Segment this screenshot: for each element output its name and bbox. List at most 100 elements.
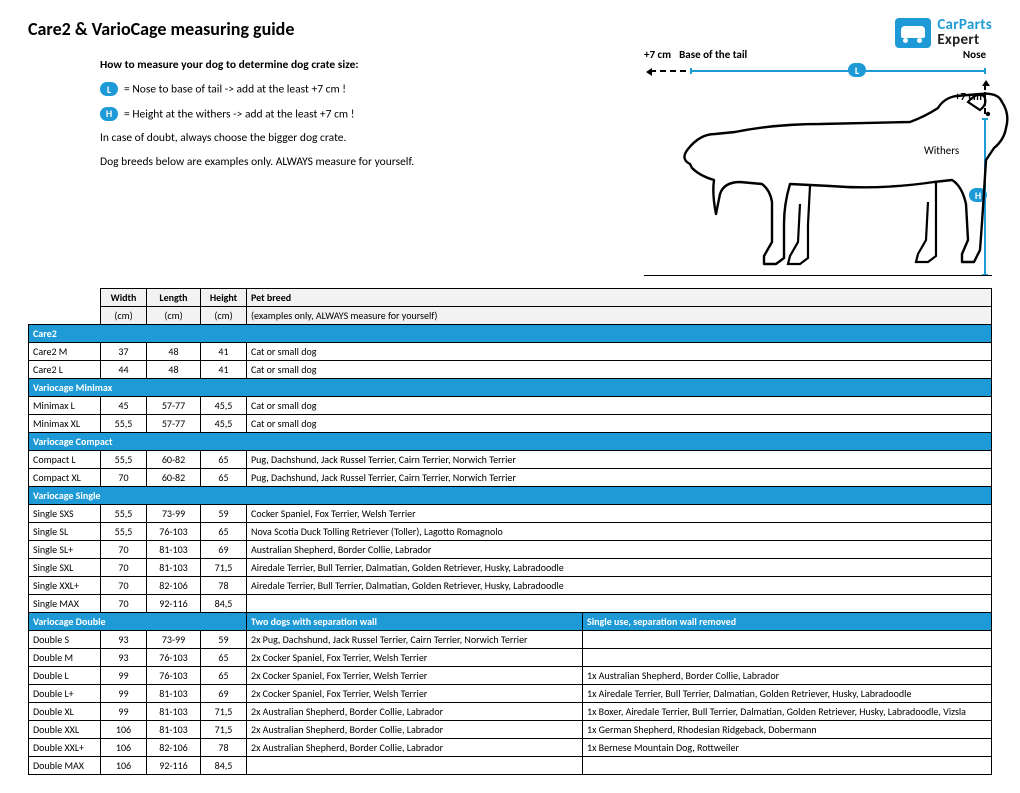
cell-breed: Airedale Terrier, Bull Terrier, Dalmatia… (247, 559, 992, 577)
cell-breed: 2x Cocker Spaniel, Fox Terrier, Welsh Te… (247, 667, 583, 685)
cell-single: 1x Boxer, Airedale Terrier, Bull Terrier… (583, 703, 992, 721)
cell-name: Double L+ (29, 685, 101, 703)
cell-single: 1x Airedale Terrier, Bull Terrier, Dalma… (583, 685, 992, 703)
intro-text: How to measure your dog to determine dog… (100, 58, 620, 179)
cell-length: 81-103 (147, 559, 201, 577)
section-header: Variocage Single (29, 487, 992, 505)
cell-length: 81-103 (147, 703, 201, 721)
cell-name: Double XL (29, 703, 101, 721)
table-row: Double MAX10692-11684,5 (29, 757, 992, 775)
howto-heading: How to measure your dog to determine dog… (100, 58, 620, 72)
cell-height: 65 (201, 469, 247, 487)
cell-height: 65 (201, 523, 247, 541)
doubt-note: In case of doubt, always choose the bigg… (100, 131, 620, 145)
col-height: Height (201, 289, 247, 307)
cell-width: 93 (101, 649, 147, 667)
cell-name: Single MAX (29, 595, 101, 613)
table-row: Compact XL7060-8265Pug, Dachshund, Jack … (29, 469, 992, 487)
table-row: Single SL55,576-10365Nova Scotia Duck To… (29, 523, 992, 541)
col-breed: Pet breed (247, 289, 992, 307)
cell-length: 92-116 (147, 757, 201, 775)
cell-name: Single XXL+ (29, 577, 101, 595)
table-row: Minimax L4557-7745,5Cat or small dog (29, 397, 992, 415)
cell-name: Double XXL+ (29, 739, 101, 757)
cell-width: 106 (101, 721, 147, 739)
cell-height: 41 (201, 343, 247, 361)
cell-length: 76-103 (147, 649, 201, 667)
cell-breed (247, 595, 992, 613)
table-row: Double XXL10681-10371,52x Australian She… (29, 721, 992, 739)
col-height-unit: (cm) (201, 307, 247, 325)
cell-height: 71,5 (201, 559, 247, 577)
cell-name: Double S (29, 631, 101, 649)
cell-breed: 2x Australian Shepherd, Border Collie, L… (247, 703, 583, 721)
cell-breed: Australian Shepherd, Border Collie, Labr… (247, 541, 992, 559)
cell-breed: 2x Australian Shepherd, Border Collie, L… (247, 721, 583, 739)
page-title: Care2 & VarioCage measuring guide (28, 18, 294, 40)
dash-arrow-left (650, 70, 686, 72)
cell-length: 76-103 (147, 667, 201, 685)
cell-length: 57-77 (147, 397, 201, 415)
col-length-unit: (cm) (147, 307, 201, 325)
section-title: Variocage Minimax (29, 379, 992, 397)
table-row: Double L+9981-103692x Cocker Spaniel, Fo… (29, 685, 992, 703)
col-length: Length (147, 289, 201, 307)
l-note: = Nose to base of tail -> add at the lea… (124, 83, 346, 97)
cell-length: 82-106 (147, 577, 201, 595)
section-header: Variocage DoubleTwo dogs with separation… (29, 613, 992, 631)
cell-name: Care2 L (29, 361, 101, 379)
cell-length: 73-99 (147, 631, 201, 649)
cell-breed: 2x Cocker Spaniel, Fox Terrier, Welsh Te… (247, 685, 583, 703)
section-title: Variocage Compact (29, 433, 992, 451)
cell-single: 1x Australian Shepherd, Border Collie, L… (583, 667, 992, 685)
cell-width: 70 (101, 595, 147, 613)
cell-length: 82-106 (147, 739, 201, 757)
cell-length: 76-103 (147, 523, 201, 541)
section-title: Care2 (29, 325, 992, 343)
section-header: Care2 (29, 325, 992, 343)
cell-single (583, 631, 992, 649)
table-row: Single XXL+7082-10678Airedale Terrier, B… (29, 577, 992, 595)
cell-width: 45 (101, 397, 147, 415)
cell-length: 92-116 (147, 595, 201, 613)
table-row: Double XL9981-10371,52x Australian Sheph… (29, 703, 992, 721)
section-title: Variocage Single (29, 487, 992, 505)
cell-breed: Cat or small dog (247, 397, 992, 415)
cell-breed: Cat or small dog (247, 361, 992, 379)
cell-width: 70 (101, 577, 147, 595)
cell-name: Compact XL (29, 469, 101, 487)
cell-name: Single SXL (29, 559, 101, 577)
cell-height: 65 (201, 649, 247, 667)
section-header: Variocage Compact (29, 433, 992, 451)
cell-width: 106 (101, 739, 147, 757)
cell-height: 41 (201, 361, 247, 379)
cell-breed: Nova Scotia Duck Tolling Retriever (Toll… (247, 523, 992, 541)
cell-height: 45,5 (201, 415, 247, 433)
cell-width: 55,5 (101, 505, 147, 523)
cell-height: 59 (201, 631, 247, 649)
table-row: Double XXL+10682-106782x Australian Shep… (29, 739, 992, 757)
cell-name: Single SL (29, 523, 101, 541)
cell-width: 99 (101, 703, 147, 721)
logo: CarParts Expert (895, 18, 992, 48)
cell-breed: 2x Cocker Spaniel, Fox Terrier, Welsh Te… (247, 649, 583, 667)
cell-height: 78 (201, 577, 247, 595)
cell-single (583, 757, 992, 775)
cell-breed (247, 757, 583, 775)
dog-diagram: +7 cm Base of the tail Nose L +7 cm H Wi… (644, 48, 992, 288)
size-table: Width Length Height Pet breed (cm) (cm) … (28, 288, 992, 775)
table-row: Single SXS55,573-9959Cocker Spaniel, Fox… (29, 505, 992, 523)
car-icon (895, 18, 931, 48)
col-width-unit: (cm) (101, 307, 147, 325)
table-row: Double M9376-103652x Cocker Spaniel, Fox… (29, 649, 992, 667)
cell-height: 69 (201, 541, 247, 559)
cell-breed: Airedale Terrier, Bull Terrier, Dalmatia… (247, 577, 992, 595)
table-row: Double L9976-103652x Cocker Spaniel, Fox… (29, 667, 992, 685)
cell-name: Compact L (29, 451, 101, 469)
cell-height: 71,5 (201, 703, 247, 721)
ground-line (644, 275, 992, 276)
table-row: Double S9373-99592x Pug, Dachshund, Jack… (29, 631, 992, 649)
cell-width: 99 (101, 685, 147, 703)
base-tail-label: Base of the tail (679, 48, 747, 61)
cell-width: 70 (101, 541, 147, 559)
